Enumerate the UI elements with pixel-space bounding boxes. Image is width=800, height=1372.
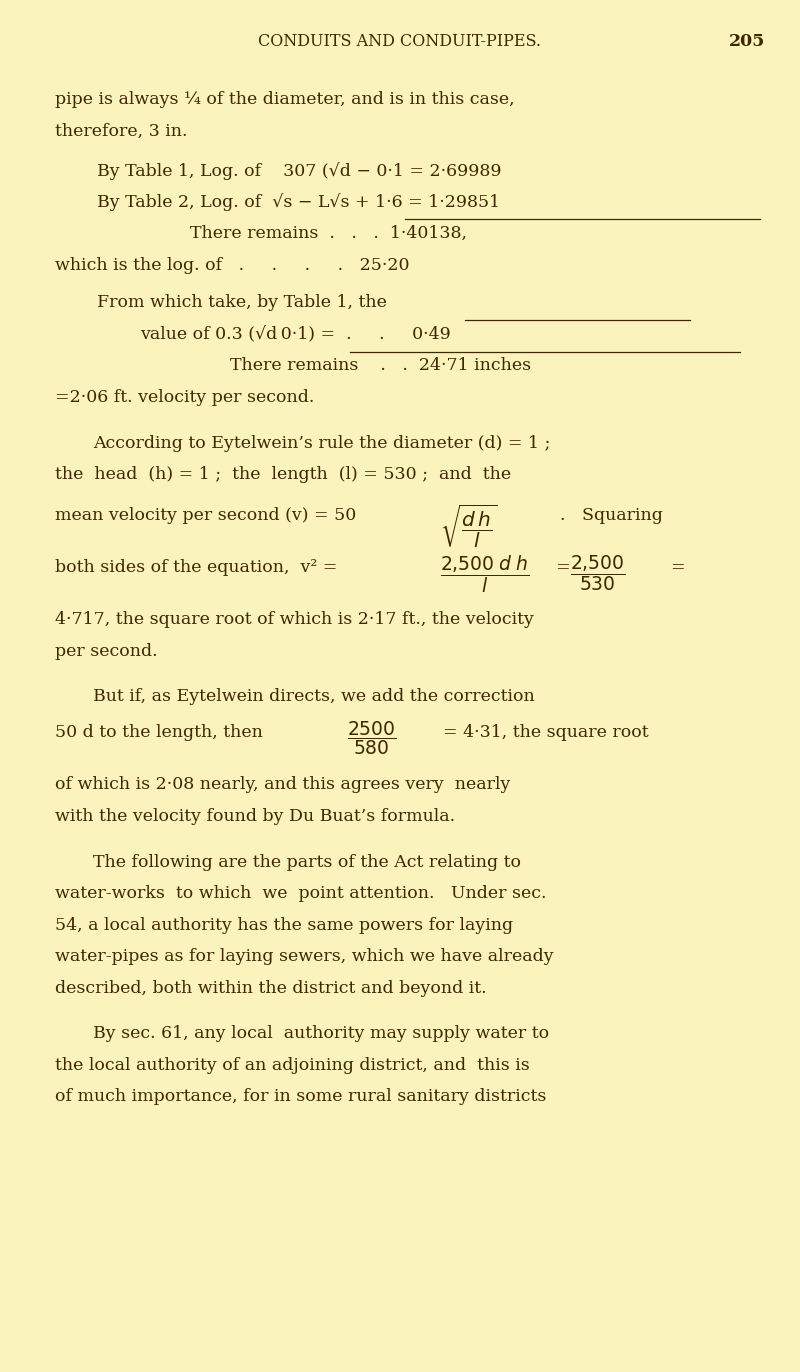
Text: $\dfrac{2500}{580}$: $\dfrac{2500}{580}$	[347, 719, 397, 756]
Text: water-works  to which  we  point attention.   Under sec.: water-works to which we point attention.…	[55, 885, 546, 901]
Text: both sides of the equation,  v² =: both sides of the equation, v² =	[55, 558, 338, 576]
Text: of which is 2·08 nearly, and this agrees very  nearly: of which is 2·08 nearly, and this agrees…	[55, 777, 510, 793]
Text: mean velocity per second (v) = 50: mean velocity per second (v) = 50	[55, 508, 356, 524]
Text: There remains  .   .   .  1·40138,: There remains . . . 1·40138,	[190, 225, 467, 241]
Text: 54, a local authority has the same powers for laying: 54, a local authority has the same power…	[55, 916, 513, 933]
Text: .   Squaring: . Squaring	[560, 508, 663, 524]
Text: According to Eytelwein’s rule the diameter (d) = 1 ;: According to Eytelwein’s rule the diamet…	[93, 435, 550, 451]
Text: water-pipes as for laying sewers, which we have already: water-pipes as for laying sewers, which …	[55, 948, 554, 965]
Text: By Table 1, Log. of    307 (√d − 0·1 = 2·69989: By Table 1, Log. of 307 (√d − 0·1 = 2·69…	[97, 162, 502, 180]
Text: =: =	[670, 558, 685, 576]
Text: =2·06 ft. velocity per second.: =2·06 ft. velocity per second.	[55, 388, 314, 406]
Text: $\dfrac{2{,}500}{530}$: $\dfrac{2{,}500}{530}$	[570, 553, 626, 593]
Text: But if, as Eytelwein directs, we add the correction: But if, as Eytelwein directs, we add the…	[93, 689, 534, 705]
Text: 205: 205	[729, 33, 765, 49]
Text: pipe is always ¼ of the diameter, and is in this case,: pipe is always ¼ of the diameter, and is…	[55, 92, 514, 108]
Text: described, both within the district and beyond it.: described, both within the district and …	[55, 980, 486, 996]
Text: By sec. 61, any local  authority may supply water to: By sec. 61, any local authority may supp…	[93, 1025, 549, 1043]
Text: per second.: per second.	[55, 642, 158, 660]
Text: value of 0.3 (√d 0·1) =  .     .     0·49: value of 0.3 (√d 0·1) = . . 0·49	[140, 327, 450, 343]
Text: The following are the parts of the Act relating to: The following are the parts of the Act r…	[93, 853, 521, 871]
Text: the  head  (h) = 1 ;  the  length  (l) = 530 ;  and  the: the head (h) = 1 ; the length (l) = 530 …	[55, 466, 511, 483]
Text: of much importance, for in some rural sanitary districts: of much importance, for in some rural sa…	[55, 1088, 546, 1106]
Text: From which take, by Table 1, the: From which take, by Table 1, the	[97, 295, 387, 311]
Text: $\sqrt{\dfrac{d\,h}{l}}$: $\sqrt{\dfrac{d\,h}{l}}$	[440, 502, 497, 550]
Text: 4·717, the square root of which is 2·17 ft., the velocity: 4·717, the square root of which is 2·17 …	[55, 611, 534, 628]
Text: By Table 2, Log. of  √s − L√s + 1·6 = 1·29851: By Table 2, Log. of √s − L√s + 1·6 = 1·2…	[97, 193, 500, 211]
Text: the local authority of an adjoining district, and  this is: the local authority of an adjoining dist…	[55, 1056, 530, 1074]
Text: There remains    .   .  24·71 inches: There remains . . 24·71 inches	[230, 358, 531, 375]
Text: = 4·31, the square root: = 4·31, the square root	[443, 724, 649, 741]
Text: CONDUITS AND CONDUIT-PIPES.: CONDUITS AND CONDUIT-PIPES.	[258, 33, 542, 49]
Text: =: =	[555, 558, 570, 576]
Text: which is the log. of   .     .     .     .   25·20: which is the log. of . . . . 25·20	[55, 257, 410, 273]
Text: $\dfrac{2{,}500\;d\;h}{l}$: $\dfrac{2{,}500\;d\;h}{l}$	[440, 553, 530, 595]
Text: therefore, 3 in.: therefore, 3 in.	[55, 122, 187, 140]
Text: 50 d to the length, then: 50 d to the length, then	[55, 724, 263, 741]
Text: with the velocity found by Du Buat’s formula.: with the velocity found by Du Buat’s for…	[55, 808, 455, 825]
